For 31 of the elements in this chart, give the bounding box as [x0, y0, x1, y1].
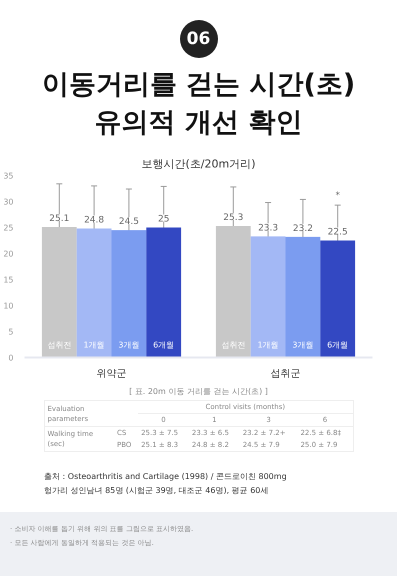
text: [ 표. 20m 이동 거리를 걷는 시간(초) ]: [128, 386, 269, 398]
text: 1개월: [258, 340, 279, 350]
text: 06: [180, 20, 218, 58]
data-label: 25.1: [49, 214, 70, 224]
source-note: 출처 : Osteoarthritis and Cartilage (1998) / 콘드로이친 800mg: [44, 472, 287, 481]
data-label: 25.3: [223, 212, 244, 223]
series-label: 3개월: [118, 340, 140, 350]
y-tick-label: 30: [3, 198, 14, 206]
y-tick-label: 20: [3, 250, 14, 258]
y-tick-label: 15: [3, 276, 14, 284]
text: 3개월: [292, 340, 314, 350]
y-tick-label: 25: [3, 224, 14, 232]
data-label: 25: [158, 214, 170, 224]
series-label: 1개월: [84, 340, 105, 350]
y-tick-label: 0: [8, 354, 14, 362]
data-label: 22.5: [328, 228, 348, 238]
text: 6개월: [327, 340, 348, 350]
data-label: 24.5: [118, 217, 139, 228]
data-label: 24.8: [84, 216, 104, 226]
series-label: 6개월: [153, 340, 174, 350]
data-label: 23.2: [292, 224, 313, 234]
y-tick-label: 35: [3, 172, 14, 180]
chart-title: 이동거리를 걷는 시간(초) 유의적 개선 확인: [40, 68, 356, 140]
y-tick-label: 5: [8, 328, 14, 336]
y-tick-label: 10: [3, 302, 14, 310]
x-tick-label: 위약군: [96, 368, 126, 380]
text: 헝가리 성인남녀 85명 (시험군 39명, 대조군 46명), 평균 60세: [44, 486, 268, 495]
data-label: 23.3: [258, 223, 278, 234]
chart-subtitle: 보행시간(초/20m거리): [142, 158, 256, 170]
x-tick-label: 섭취군: [270, 368, 300, 380]
annotation: *: [335, 191, 340, 202]
